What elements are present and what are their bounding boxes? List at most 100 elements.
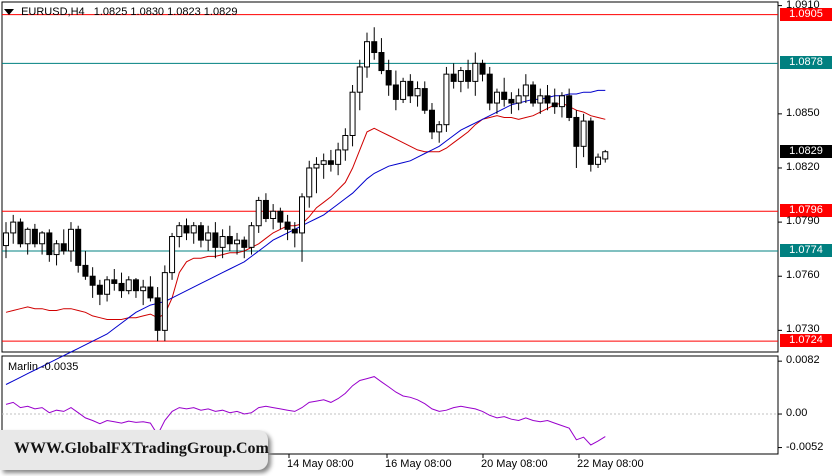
candle (443, 66, 450, 132)
time-tick-label: 22 May 08:00 (577, 458, 644, 470)
bull-candle-body (595, 156, 602, 165)
bull-candle-body (270, 210, 277, 219)
bull-candle-body (335, 149, 342, 165)
watermark-text: WWW.GlobalFXTradingGroup.Com (14, 440, 269, 457)
candle (270, 204, 277, 230)
price-level-label: 1.0724 (780, 334, 832, 348)
price-axis (288, 5, 782, 458)
bear-candle-body (566, 95, 573, 118)
candle (212, 222, 219, 259)
time-tick-label: 20 May 08:00 (481, 458, 548, 470)
bull-candle-body (140, 286, 147, 292)
watermark-banner: WWW.GlobalFXTradingGroup.Com (0, 430, 269, 470)
candle (17, 218, 24, 248)
bull-candle-body (10, 221, 17, 234)
price-tick-label: 1.0730 (786, 323, 820, 336)
bear-candle-body (378, 52, 385, 72)
bull-candle-body (248, 225, 255, 248)
candle (515, 88, 522, 111)
candle (472, 52, 479, 96)
candle (82, 250, 89, 280)
candle (378, 38, 385, 75)
candle (530, 81, 537, 107)
candle (89, 267, 96, 298)
candle (465, 59, 472, 89)
candle (414, 81, 421, 107)
bear-candle-body (17, 221, 24, 245)
candle (479, 59, 486, 82)
candle (147, 276, 154, 302)
candle (349, 84, 356, 147)
bull-candle-body (436, 124, 443, 133)
moving-averages (5, 89, 606, 385)
candle (428, 103, 435, 140)
candle (197, 222, 204, 248)
candle (392, 70, 399, 111)
bull-candle-body (104, 279, 111, 295)
candle (486, 66, 493, 111)
candle (450, 63, 457, 89)
chart-header: EURUSD,H4 1.0825 1.0830 1.0823 1.0829 (4, 6, 237, 18)
candle (262, 193, 269, 223)
bear-candle-body (371, 41, 378, 54)
price-tick-label: 1.0910 (786, 0, 820, 11)
bull-candle-body (190, 225, 197, 234)
candle (385, 59, 392, 96)
candle (551, 88, 558, 114)
bear-candle-body (551, 102, 558, 108)
bear-candle-body (262, 199, 269, 219)
candle (169, 232, 176, 280)
bull-candle-body (3, 232, 9, 247)
bull-candle-body (580, 120, 587, 147)
bull-candle-body (364, 41, 370, 68)
bear-candle-body (486, 73, 493, 104)
bear-candle-body (501, 91, 508, 100)
bull-candle-body (472, 62, 479, 82)
candles (3, 27, 609, 342)
marlin-label: Marlin -0.0035 (8, 361, 79, 373)
bull-candle-body (400, 80, 407, 100)
price-level-label: 1.0878 (780, 56, 832, 70)
marlin-line (5, 376, 606, 446)
candle (313, 157, 320, 194)
bull-candle-body (161, 272, 168, 331)
bear-candle-body (75, 228, 82, 266)
candle (320, 153, 327, 179)
bear-candle-body (284, 221, 291, 230)
candle (356, 59, 363, 111)
bull-candle-body (53, 243, 60, 256)
candle (248, 222, 255, 255)
candle (190, 222, 197, 244)
candle (580, 113, 587, 158)
bull-candle-body (255, 199, 262, 227)
bull-candle-body (320, 160, 327, 165)
candle (587, 117, 594, 172)
candle (3, 222, 9, 259)
candle (436, 121, 443, 143)
price-tick-label: 1.0760 (786, 269, 820, 282)
bull-candle-body (205, 232, 212, 241)
candle (364, 32, 370, 78)
candle (24, 227, 31, 255)
marlin-indicator (2, 376, 778, 446)
candle (335, 142, 342, 176)
candle (421, 81, 428, 114)
candle (241, 236, 248, 259)
candle (602, 149, 609, 163)
collapse-triangle-icon[interactable] (4, 9, 14, 16)
candle (508, 92, 515, 114)
bull-candle-body (349, 91, 356, 137)
bull-candle-body (39, 232, 46, 245)
ma-blue-line (5, 89, 606, 385)
bull-candle-body (67, 228, 74, 252)
bear-candle-body (530, 84, 537, 104)
bear-candle-body (385, 70, 392, 86)
time-tick-label: 14 May 08:00 (287, 458, 354, 470)
price-level-label: 1.0905 (780, 7, 832, 21)
ma-red-line (5, 102, 606, 320)
bull-candle-body (234, 239, 241, 245)
candle (400, 77, 407, 104)
bull-candle-body (313, 163, 320, 169)
bull-candle-body (306, 167, 313, 198)
